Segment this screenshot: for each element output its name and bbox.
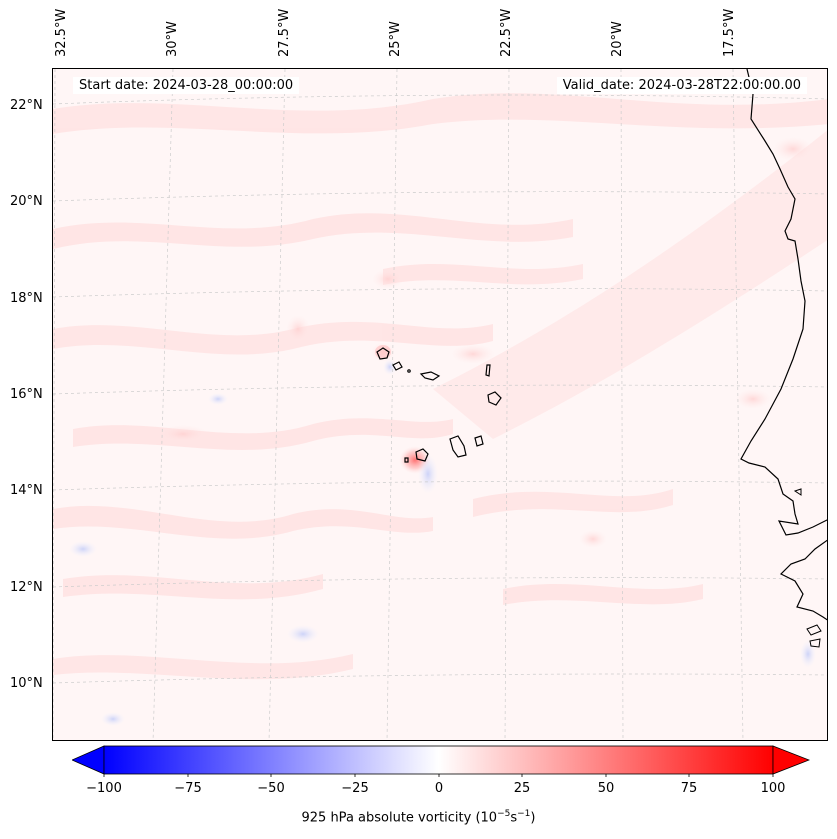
lat-label-12n: 12°N (10, 580, 43, 595)
negative-vorticity-spots (69, 393, 816, 726)
colorbar-label-exponent-1: −5 (497, 809, 511, 819)
start-date-label: Start date: 2024-03-28_00:00:00 (73, 77, 300, 94)
colorbar-tick-label: 75 (680, 781, 698, 796)
lon-label-32-5w: 32.5°W (54, 8, 69, 57)
lat-label-20n: 20°N (10, 194, 43, 209)
lon-label-20w: 20°W (610, 21, 625, 57)
lon-label-30w: 30°W (165, 21, 180, 57)
colorbar-min-extend-arrow (72, 745, 105, 775)
colorbar-max-extend-arrow (772, 745, 810, 775)
lat-label-14n: 14°N (10, 483, 43, 498)
colorbar-gradient (103, 745, 774, 775)
african-coastline (740, 69, 827, 536)
colorbar-tick-marks (103, 774, 774, 777)
positive-vorticity-streaks (53, 93, 827, 680)
colorbar-label-exponent-2: −1 (517, 809, 531, 819)
negative-vorticity-spot-north (383, 359, 397, 375)
colorbar (72, 745, 810, 777)
colorbar-label-suffix: ) (530, 810, 536, 826)
positive-vorticity-band (433, 130, 827, 439)
lat-label-10n: 10°N (10, 676, 43, 691)
colorbar-tick-label: −100 (86, 781, 122, 796)
negative-vorticity-wake (418, 454, 438, 494)
graticule (53, 69, 827, 740)
lat-label-22n: 22°N (10, 98, 43, 113)
lon-label-22-5w: 22.5°W (499, 8, 514, 57)
valid-date-label: Valid_date: 2024-03-28T22:00:00.00 (556, 77, 807, 94)
colorbar-tick-label: −50 (257, 781, 285, 796)
vorticity-field-map (53, 69, 827, 740)
lon-label-25w: 25°W (388, 21, 403, 57)
map-panel[interactable]: Start date: 2024-03-28_00:00:00 Valid_da… (52, 68, 828, 741)
lat-label-18n: 18°N (10, 291, 43, 306)
cape-verde-islands (376, 347, 502, 463)
colorbar-label-mid: s (510, 810, 518, 826)
colorbar-tick-label: −25 (341, 781, 369, 796)
coastal-islets (793, 488, 822, 648)
lon-label-17-5w: 17.5°W (722, 8, 737, 57)
lon-label-27-5w: 27.5°W (277, 8, 292, 57)
positive-vorticity-blobs (158, 137, 813, 548)
colorbar-label: 925 hPa absolute vorticity (10−5s−1) (0, 809, 837, 825)
lat-label-16n: 16°N (10, 387, 43, 402)
colorbar-label-prefix: 925 hPa absolute vorticity (10 (301, 810, 498, 826)
coastline-detail-guinea (779, 539, 827, 621)
colorbar-tick-label: 25 (513, 781, 531, 796)
colorbar-tick-label: −75 (174, 781, 202, 796)
colorbar-tick-label: 100 (760, 781, 786, 796)
colorbar-tick-label: 50 (597, 781, 615, 796)
colorbar-tick-label: 0 (434, 781, 444, 796)
